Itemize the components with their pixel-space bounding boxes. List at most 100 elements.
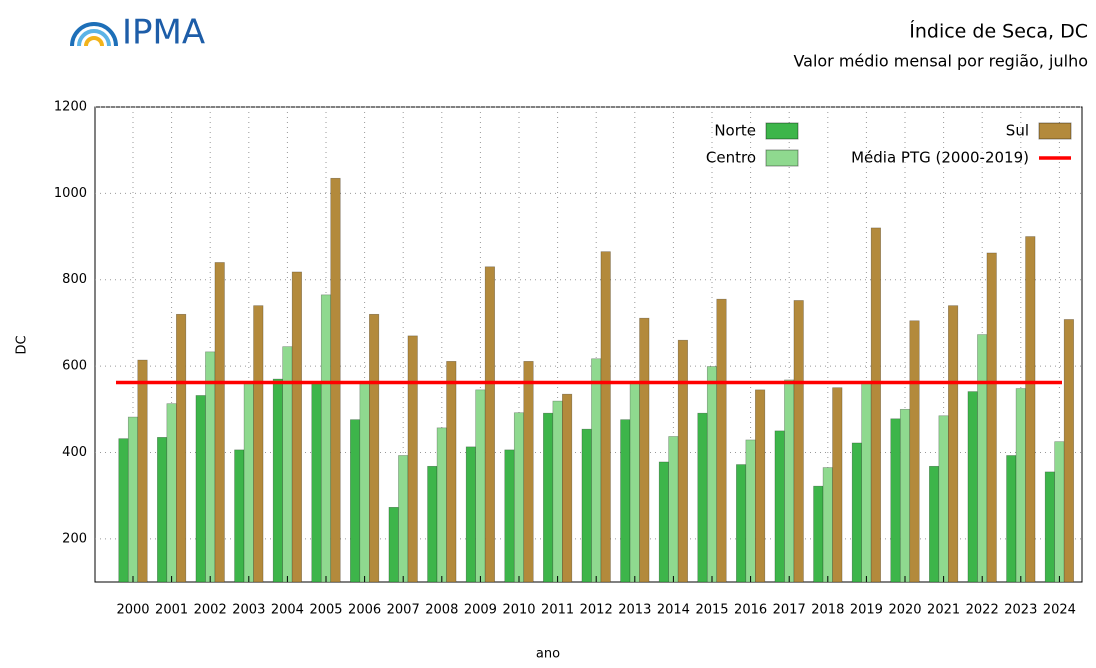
bar [1006, 455, 1017, 583]
bar [736, 464, 747, 583]
x-tick-label: 2013 [618, 603, 651, 618]
x-tick-label: 2011 [541, 603, 574, 618]
y-tick-label: 1200 [54, 100, 87, 115]
x-tick-label: 2001 [155, 603, 188, 618]
bar [311, 383, 322, 583]
bar [166, 403, 177, 583]
bar [716, 298, 727, 583]
legend-swatch [765, 149, 799, 167]
x-tick-label: 2021 [927, 603, 960, 618]
x-tick-label: 2003 [232, 603, 265, 618]
x-tick-label: 2008 [425, 603, 458, 618]
bar [513, 412, 525, 583]
bar [465, 446, 476, 583]
bar [658, 461, 669, 583]
bar [291, 271, 302, 583]
bar [929, 465, 940, 583]
bar [350, 419, 361, 583]
bar [484, 266, 495, 583]
bar [504, 449, 515, 583]
bar [562, 393, 573, 583]
bar [214, 262, 225, 583]
bar [600, 251, 611, 583]
x-tick-label: 2014 [657, 603, 690, 618]
bar [697, 412, 708, 583]
bar [851, 442, 862, 583]
x-tick-label: 2002 [194, 603, 227, 618]
x-tick-label: 2000 [116, 603, 149, 618]
legend-swatch [765, 122, 799, 140]
bar [591, 358, 602, 583]
x-tick-label: 2024 [1043, 603, 1076, 618]
bar [620, 419, 631, 583]
bar [253, 305, 264, 583]
bar [668, 436, 679, 583]
bar [176, 313, 187, 583]
bar [359, 382, 370, 583]
y-tick-label: 1000 [54, 186, 87, 201]
x-tick-label: 2004 [271, 603, 304, 618]
bar [745, 439, 756, 583]
x-tick-label: 2015 [695, 603, 728, 618]
bar [706, 366, 718, 583]
bar [909, 320, 920, 583]
bar [330, 177, 341, 583]
x-tick-label: 2009 [464, 603, 497, 618]
x-tick-label: 2020 [888, 603, 921, 618]
bar [861, 382, 872, 583]
bar [543, 412, 554, 583]
logo-icon [70, 22, 118, 47]
x-tick-label: 2022 [966, 603, 999, 618]
bar [127, 416, 139, 583]
y-tick-label: 200 [62, 531, 87, 546]
chart-subtitle: Valor médio mensal por região, julho [793, 52, 1088, 71]
bar [639, 317, 650, 583]
bar [436, 427, 447, 583]
y-tick-label: 600 [62, 359, 87, 374]
bar [784, 379, 795, 583]
bar [446, 361, 457, 583]
bar [890, 418, 901, 583]
bar [243, 383, 254, 583]
bar [774, 430, 785, 583]
bar [205, 351, 216, 583]
bar [427, 465, 438, 583]
x-tick-label: 2006 [348, 603, 381, 618]
legend-label: Norte [714, 122, 756, 140]
bar [977, 334, 988, 583]
bar [793, 300, 804, 583]
y-axis-label: DC [15, 335, 30, 354]
bar [1015, 388, 1026, 583]
bar [629, 382, 640, 583]
bar [813, 485, 824, 583]
bar [407, 335, 418, 583]
x-tick-label: 2005 [309, 603, 342, 618]
x-tick-label: 2019 [850, 603, 883, 618]
legend-label: Média PTG (2000-2019) [851, 149, 1029, 167]
bar [118, 438, 129, 583]
legend-label: Centro [706, 149, 756, 167]
bar [137, 359, 148, 583]
y-tick-label: 800 [62, 272, 87, 287]
bar [581, 428, 592, 583]
x-axis-label: ano [536, 647, 560, 662]
bar [755, 389, 766, 583]
x-tick-label: 2018 [811, 603, 844, 618]
bar [1044, 471, 1055, 583]
x-tick-label: 2012 [580, 603, 613, 618]
chart-title: Índice de Seca, DC [909, 20, 1088, 43]
bar [948, 305, 959, 583]
logo-text: IPMA [122, 13, 205, 53]
bar [986, 252, 997, 583]
x-tick-label: 2023 [1004, 603, 1037, 618]
bar [899, 408, 911, 583]
bar [157, 437, 168, 583]
bar [195, 395, 206, 583]
bar [475, 389, 486, 583]
x-tick-label: 2010 [502, 603, 535, 618]
x-tick-label: 2007 [387, 603, 420, 618]
bar [369, 313, 380, 583]
bar [1063, 319, 1074, 583]
x-tick-label: 2017 [773, 603, 806, 618]
legend-swatch [1038, 122, 1072, 140]
